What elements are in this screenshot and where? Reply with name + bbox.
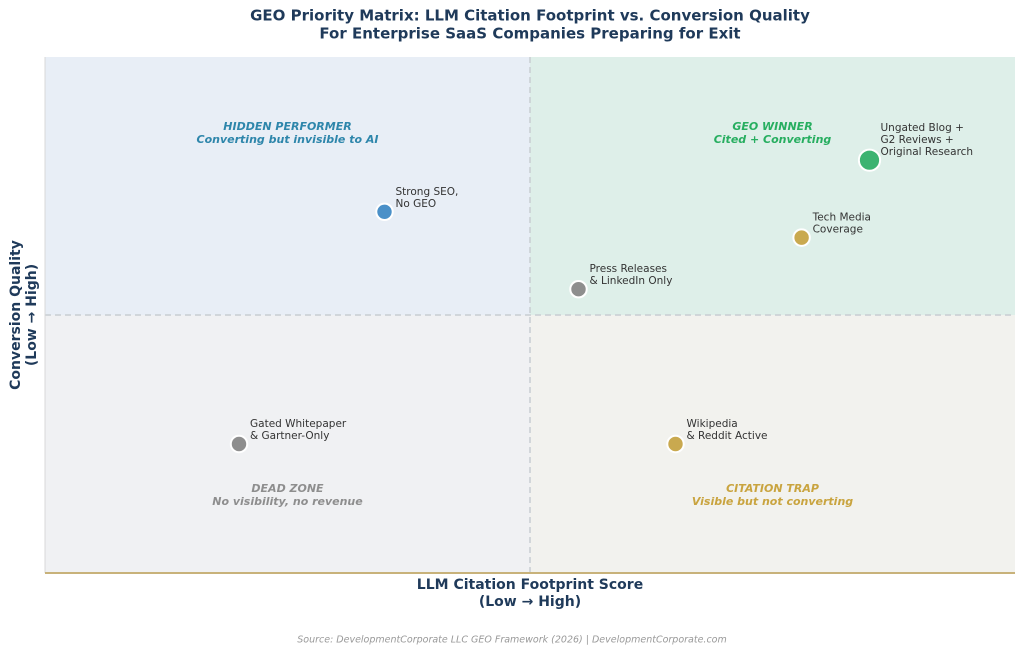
quadrant [45, 57, 530, 315]
y-axis-label: (Low → High) [24, 264, 40, 366]
point-label: & Gartner-Only [250, 430, 329, 442]
point-label: Coverage [813, 224, 863, 236]
point-label: Tech Media [812, 212, 871, 224]
point-label: Strong SEO, [396, 186, 459, 198]
point-label: Press Releases [590, 263, 667, 275]
point-label: Gated Whitepaper [250, 418, 347, 430]
data-point [792, 228, 811, 247]
data-point [375, 202, 394, 222]
quadrant-title: HIDDEN PERFORMER [223, 120, 351, 133]
chart-subtitle: For Enterprise SaaS Companies Preparing … [319, 25, 740, 43]
quadrant-subtitle: No visibility, no revenue [212, 495, 363, 508]
data-point [569, 279, 588, 299]
quadrant [45, 315, 530, 573]
quadrant-title: CITATION TRAP [726, 482, 819, 495]
x-axis-label: LLM Citation Footprint Score [417, 577, 643, 593]
data-point [857, 148, 882, 172]
plot-background [45, 57, 1015, 573]
point-label: No GEO [396, 198, 437, 210]
quadrant [530, 57, 1015, 315]
x-axis-label: (Low → High) [479, 594, 581, 610]
y-axis-label: Conversion Quality [8, 240, 24, 390]
point-label: G2 Reviews + [881, 134, 954, 146]
quadrant-subtitle: Converting but invisible to AI [197, 133, 379, 146]
quadrant-title: GEO WINNER [732, 120, 812, 133]
quadrant [530, 315, 1015, 573]
point-label: Wikipedia [687, 418, 738, 430]
source-note: Source: DevelopmentCorporate LLC GEO Fra… [297, 635, 727, 646]
quadrant-subtitle: Visible but not converting [692, 495, 853, 508]
quadrant-title: DEAD ZONE [251, 482, 324, 495]
data-point [666, 434, 685, 454]
point-label: Ungated Blog + [881, 122, 964, 134]
data-point [229, 434, 249, 454]
point-label: Original Research [881, 146, 974, 158]
point-label: & LinkedIn Only [590, 275, 673, 287]
point-label: & Reddit Active [687, 430, 768, 442]
chart-title: GEO Priority Matrix: LLM Citation Footpr… [250, 7, 810, 25]
quadrant-subtitle: Cited + Converting [714, 133, 832, 146]
